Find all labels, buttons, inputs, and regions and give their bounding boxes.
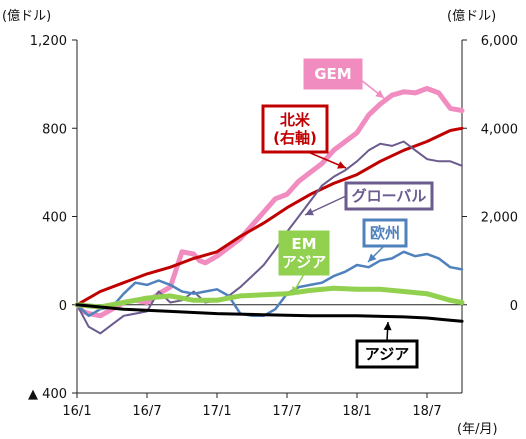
series-line-4 [74,285,465,310]
series-label-1: 北米(右軸) [261,104,347,169]
right-tick-label: 0 [510,299,518,314]
x-tick-label: 17/7 [272,404,301,419]
right-tick-label: 4,000 [481,122,518,137]
x-tick-label: 17/1 [202,404,231,419]
left-tick-label: 0 [59,299,67,314]
label-text: アジア [365,345,409,363]
label-box [355,339,419,369]
label-text: (右軸) [273,129,317,147]
arrow-head-icon [305,208,314,216]
left-tick-label: ▲ 400 [28,387,67,402]
left-unit-label: (億ドル) [2,8,51,24]
series-line-5 [75,303,464,323]
left-tick-label: 800 [42,122,67,137]
series-label-0: GEM [303,58,385,99]
label-text: EM [291,235,316,253]
arrow-head-icon [368,253,377,262]
series-lines [74,86,465,335]
x-unit-label: (年/月) [457,422,498,437]
series-line-3 [75,250,464,318]
series-line-1 [75,126,464,307]
label-text: 北米 [280,111,311,129]
arrow-head-icon [292,286,300,295]
label-box [278,230,330,276]
series-label-2: グローバル [304,181,434,216]
right-tick-label: 2,000 [481,211,518,226]
x-tick-label: 16/1 [62,404,91,419]
arrow-head-icon [383,322,392,331]
axes: 1,200 800 400 0 ▲ 400 6,000 4,000 2,000 0 16/1 16/… [28,34,518,419]
series-label-5: アジア [355,321,419,369]
label-box [303,58,363,90]
label-box [261,104,329,154]
left-tick-label: 1,200 [30,34,67,49]
label-text: GEM [314,65,352,83]
label-box [344,181,434,211]
series-line-2 [76,140,463,335]
label-text: 欧州 [370,224,400,242]
x-tick-label: 16/7 [132,404,161,419]
label-box [362,218,408,248]
left-tick-label: 400 [42,211,67,226]
series-label-3: 欧州 [362,218,408,263]
x-tick-label: 18/1 [342,404,371,419]
label-text: アジア [282,253,326,271]
x-tick-label: 18/7 [412,404,441,419]
right-tick-label: 6,000 [481,34,518,49]
label-text: グローバル [352,187,427,205]
arrow-head-icon [337,161,346,169]
arrow-head-icon [375,89,384,98]
right-unit-label: (億ドル) [447,8,496,24]
